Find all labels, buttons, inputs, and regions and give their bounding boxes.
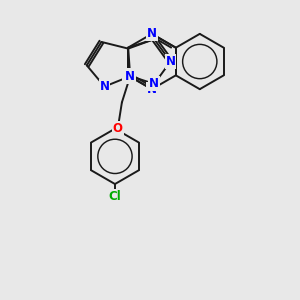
Text: N: N [123,69,133,82]
Text: N: N [125,70,135,83]
Text: N: N [100,80,110,93]
Text: Cl: Cl [109,190,121,203]
Text: N: N [149,77,159,90]
Text: N: N [166,55,176,68]
Text: N: N [147,83,157,96]
Text: O: O [113,122,123,135]
Text: N: N [147,27,157,40]
